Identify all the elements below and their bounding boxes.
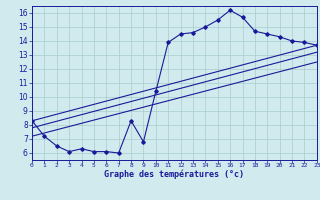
X-axis label: Graphe des températures (°c): Graphe des températures (°c): [104, 170, 244, 179]
